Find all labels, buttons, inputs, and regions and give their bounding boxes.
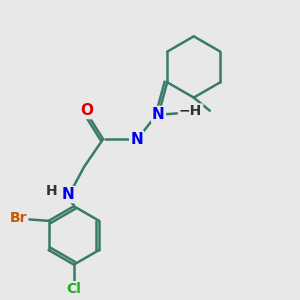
Text: N: N <box>62 187 74 202</box>
Text: −H: −H <box>179 104 202 118</box>
Text: O: O <box>80 103 94 118</box>
Text: Cl: Cl <box>66 282 81 296</box>
Text: N: N <box>152 107 165 122</box>
Text: H: H <box>46 184 58 198</box>
Text: Br: Br <box>10 211 27 225</box>
Text: N: N <box>130 132 143 147</box>
